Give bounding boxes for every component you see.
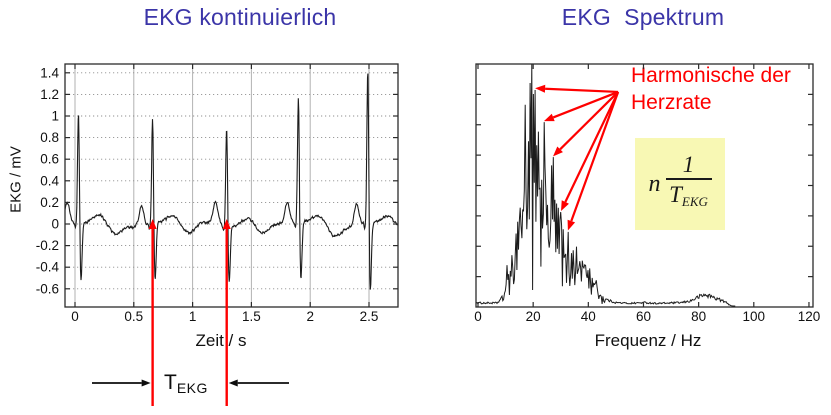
x-tick-label: 120 xyxy=(798,309,821,324)
x-tick-label: 0 xyxy=(71,309,79,324)
left-x-axis-label: Zeit / s xyxy=(195,331,247,350)
y-tick-label: -0.4 xyxy=(36,260,60,275)
y-tick-label: 0.4 xyxy=(40,173,59,188)
right-plot-title: EKG Spektrum xyxy=(561,4,725,30)
x-tick-label: 1 xyxy=(189,309,197,324)
x-tick-label: 20 xyxy=(526,309,541,324)
ekg-trace xyxy=(64,73,398,290)
y-tick-label: -0.2 xyxy=(36,238,59,253)
y-tick-label: 0 xyxy=(51,217,59,232)
x-tick-label: 0 xyxy=(474,309,482,324)
x-tick-label: 40 xyxy=(581,309,596,324)
right-plot-tick-labels: 0 20 40 60 80 100 120 xyxy=(474,309,820,324)
left-plot-axes xyxy=(64,63,399,308)
harmonics-formula-box: n 1 TEKG xyxy=(635,138,725,230)
y-tick-label: 0.8 xyxy=(40,130,59,145)
left-plot-title: EKG kontinuierlich xyxy=(143,4,337,30)
harmonics-annotation-line1: Harmonische der xyxy=(631,64,791,87)
left-plot-grid xyxy=(65,64,398,307)
x-tick-label: 100 xyxy=(743,309,766,324)
y-tick-label: -0.6 xyxy=(36,281,59,296)
x-tick-label: 2.5 xyxy=(360,309,379,324)
y-tick-label: 0.6 xyxy=(40,152,59,167)
ekg-waveform xyxy=(64,73,398,290)
formula-factor: n xyxy=(648,170,661,197)
formula-denominator: TEKG xyxy=(669,181,708,209)
harmonics-annotation: Harmonische der Herzrate xyxy=(631,62,791,116)
left-y-axis-label: EKG / mV xyxy=(7,146,25,213)
x-tick-label: 0.5 xyxy=(124,309,143,324)
y-tick-label: 0.2 xyxy=(40,195,59,210)
x-tick-label: 80 xyxy=(691,309,706,324)
right-x-axis-label: Frequenz / Hz xyxy=(594,331,702,350)
y-tick-label: 1 xyxy=(51,109,59,124)
formula-numerator: 1 xyxy=(682,152,695,178)
left-plot-tick-labels: 0 0.5 1 1.5 2 2.5 1.4 1.2 1 0.8 0.6 0.4 0.2 0 -0.2 -0.4… xyxy=(36,65,379,324)
x-tick-label: 60 xyxy=(636,309,651,324)
harmonics-annotation-line2: Herzrate xyxy=(631,91,712,114)
fraction-bar xyxy=(665,178,712,180)
period-label: TEKG xyxy=(164,371,208,396)
formula-fraction: 1 TEKG xyxy=(665,152,712,215)
x-tick-label: 1.5 xyxy=(242,309,261,324)
harmonic-arrows xyxy=(535,84,620,231)
y-tick-label: 1.2 xyxy=(40,87,59,102)
y-tick-label: 1.4 xyxy=(40,65,59,80)
x-tick-label: 2 xyxy=(306,309,314,324)
